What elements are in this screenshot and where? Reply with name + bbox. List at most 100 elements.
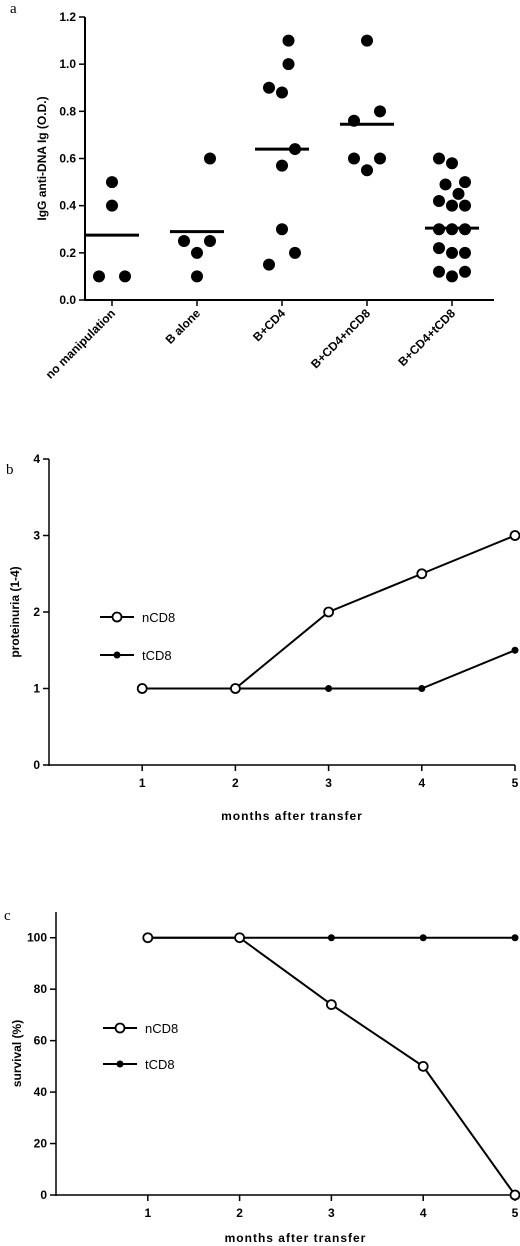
data-point	[452, 187, 465, 200]
x-tick-label-c: 5	[512, 1206, 519, 1220]
legend-item-tCD8: tCD8	[103, 1057, 175, 1072]
y-tick-label-a: 0.0	[59, 293, 76, 307]
category-label: no manipulation	[43, 306, 118, 381]
panel-letter-a: a	[10, 1, 17, 17]
data-point	[439, 178, 452, 191]
data-point	[263, 258, 275, 271]
legend-item-nCD8: nCD8	[100, 610, 175, 625]
legend-label: tCD8	[142, 648, 172, 663]
y-tick-label-c: 20	[34, 1137, 48, 1151]
category-label: B alone	[163, 306, 204, 347]
data-point	[136, 683, 148, 694]
data-point	[348, 152, 360, 165]
legend-marker	[111, 611, 123, 623]
data-point	[459, 199, 471, 212]
data-point	[229, 683, 241, 694]
data-point	[276, 223, 288, 236]
y-tick-label-a: 0.6	[59, 152, 76, 166]
data-point	[119, 270, 131, 283]
category-label: B+CD4+nCD8	[308, 306, 373, 371]
series-nCD8	[142, 932, 520, 1201]
legend-label: nCD8	[142, 610, 175, 625]
data-point	[511, 934, 519, 942]
data-point	[374, 152, 386, 165]
group-b-cd4-ncd8	[340, 34, 394, 177]
legend-label: tCD8	[145, 1057, 175, 1072]
group-b-cd4-tcd8	[425, 152, 479, 283]
data-point	[459, 246, 471, 259]
y-axis-title-c: survival (%)	[10, 1020, 24, 1087]
data-point	[446, 246, 458, 259]
group-b-cd4	[255, 34, 309, 271]
y-tick-label-c: 80	[34, 982, 48, 996]
y-tick-label-c: 40	[34, 1085, 48, 1099]
category-label: B+CD4	[250, 306, 288, 344]
legend-item-nCD8: nCD8	[103, 1021, 178, 1036]
legend-marker	[113, 651, 121, 659]
y-tick-label-c: 0	[40, 1188, 47, 1202]
panel-b: b 0 1 2 3 4 1 2 3 4 5 proteinuria (1-4) months after…	[6, 452, 520, 823]
x-tick-label-c: 1	[144, 1206, 151, 1220]
data-point	[446, 199, 458, 212]
legend-label: nCD8	[145, 1021, 178, 1036]
data-point	[433, 242, 445, 255]
panel-letter-b: b	[6, 462, 14, 478]
data-point	[204, 152, 216, 165]
x-tick-label-c: 2	[236, 1206, 243, 1220]
data-point	[263, 81, 275, 94]
data-point	[325, 685, 333, 692]
data-point	[417, 1060, 429, 1072]
data-point	[276, 159, 288, 172]
legend-marker	[116, 1060, 124, 1068]
data-point	[361, 164, 373, 177]
data-point	[204, 235, 216, 248]
data-point	[509, 530, 520, 541]
data-point	[327, 934, 335, 942]
panel-c: c 0 20 40 60 80 100 1 2 3 4 5 survival (%) months aft…	[4, 908, 520, 1245]
data-point	[191, 246, 203, 259]
y-tick-label-b: 3	[33, 529, 40, 543]
y-tick-label-a: 1.0	[59, 57, 76, 71]
x-tick-label-b: 3	[325, 776, 332, 790]
data-point	[282, 58, 295, 71]
data-point	[446, 270, 458, 283]
data-point	[419, 934, 427, 942]
data-point	[142, 932, 154, 944]
x-tick-label-c: 3	[328, 1206, 335, 1220]
y-tick-label-c: 100	[27, 931, 47, 945]
y-tick-label-b: 1	[33, 682, 40, 696]
data-point	[511, 646, 519, 654]
category-label: B+CD4+tCD8	[395, 306, 458, 369]
y-axis-title-a: IgG anti-DNA Ig (O.D.)	[35, 96, 49, 220]
series-tCD8	[137, 646, 519, 694]
x-tick-label-b: 1	[139, 776, 146, 790]
y-tick-label-b: 4	[33, 452, 40, 466]
y-axis-title-b: proteinuria (1-4)	[8, 566, 22, 657]
data-point	[93, 270, 105, 283]
series-nCD8	[136, 530, 520, 694]
data-point	[325, 999, 337, 1011]
group-b-alone	[170, 152, 224, 283]
data-point	[416, 568, 428, 580]
panel-letter-c: c	[4, 908, 11, 924]
data-point	[509, 1189, 520, 1201]
group-no-manipulation	[85, 176, 139, 283]
data-point	[106, 199, 118, 212]
x-tick-label-c: 4	[420, 1206, 427, 1220]
data-point	[446, 157, 458, 170]
data-point	[459, 265, 471, 278]
y-tick-label-a: 0.2	[59, 246, 76, 260]
data-point	[234, 932, 246, 944]
x-axis-title-c: months after transfer	[225, 1231, 367, 1245]
data-point	[289, 246, 301, 259]
data-point	[106, 176, 118, 189]
data-point	[191, 270, 203, 283]
series-line	[142, 649, 516, 690]
x-axis-title-b: months after transfer	[221, 809, 363, 823]
data-point	[418, 685, 426, 692]
y-tick-label-b: 0	[33, 758, 40, 772]
legend-item-tCD8: tCD8	[100, 648, 172, 663]
panel-a: a 0.0 0.2 0.4 0.6 0.8 1.0 1.2 IgG anti-DNA Ig (O…	[10, 1, 494, 382]
data-point	[178, 235, 190, 248]
